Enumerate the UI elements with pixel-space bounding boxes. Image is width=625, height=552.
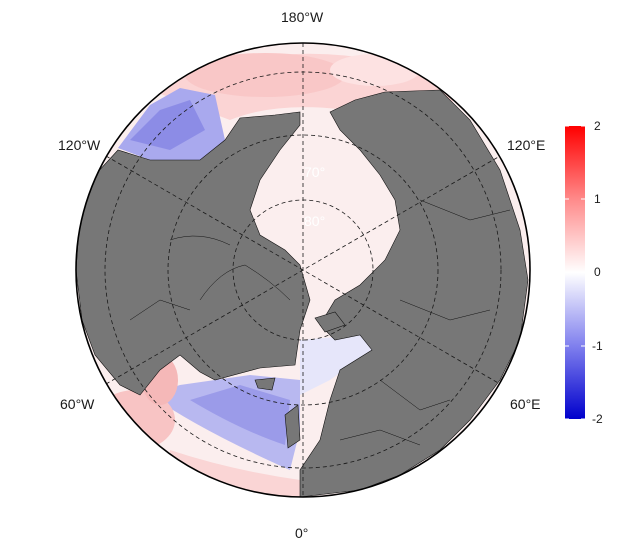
colorbar-tick-label: 2 bbox=[594, 119, 601, 133]
borders bbox=[129, 199, 511, 446]
lon-label-120w: 120°W bbox=[58, 137, 101, 153]
map-boundary bbox=[75, 42, 531, 498]
graticule bbox=[104, 43, 502, 497]
colorbar-tick-marks bbox=[565, 125, 585, 420]
lat-label-70: 70° bbox=[304, 164, 326, 180]
lon-label-60e: 60°E bbox=[510, 396, 541, 412]
colorbar-tick-label: 0 bbox=[594, 265, 601, 279]
lon-label-0: 0° bbox=[295, 525, 309, 541]
colorbar-tick-label: -2 bbox=[592, 412, 603, 426]
lon-label-120e: 120°E bbox=[507, 137, 546, 153]
colorbar-tick-label: 1 bbox=[594, 192, 601, 206]
lon-label-180w: 180°W bbox=[281, 9, 324, 25]
lon-label-60w: 60°W bbox=[60, 396, 95, 412]
lat-label-80: 80° bbox=[304, 213, 326, 229]
colorbar-tick-label: -1 bbox=[592, 339, 603, 353]
colorbar bbox=[565, 126, 585, 419]
land bbox=[76, 89, 529, 497]
